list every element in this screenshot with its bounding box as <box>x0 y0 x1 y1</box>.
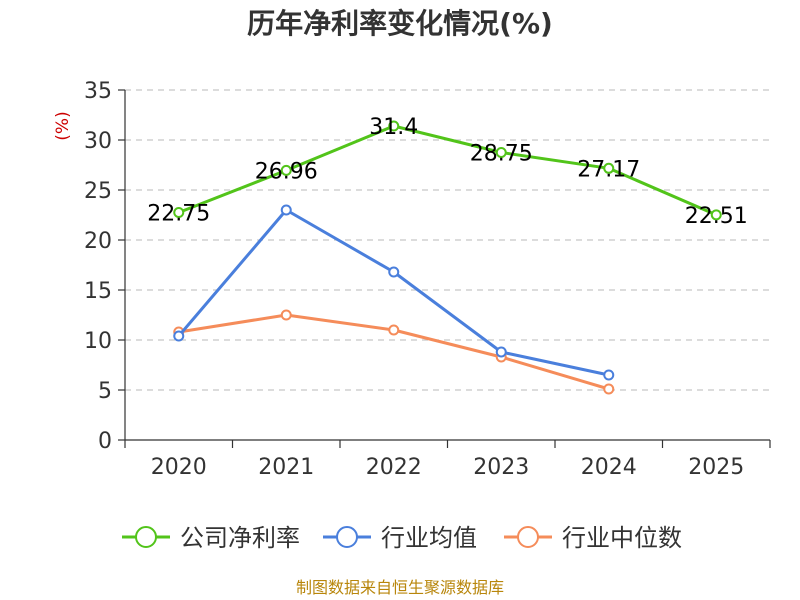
y-tick-label: 15 <box>84 279 112 304</box>
data-point <box>388 266 400 278</box>
data-point <box>495 346 507 358</box>
y-tick-label: 20 <box>84 229 112 254</box>
data-point <box>603 162 615 174</box>
x-tick-label: 2020 <box>151 455 207 480</box>
data-point <box>495 147 507 158</box>
series-line-1 <box>177 208 611 377</box>
y-tick-label: 30 <box>84 129 112 154</box>
data-label: 26.96 <box>255 159 318 184</box>
x-tick-label: 2025 <box>688 455 744 480</box>
data-point <box>603 369 615 381</box>
y-tick-label: 25 <box>84 179 112 204</box>
legend-label: 行业中位数 <box>562 524 682 552</box>
y-axis-label: (%) <box>53 111 73 140</box>
data-point <box>388 120 400 132</box>
legend-marker <box>517 526 539 548</box>
y-tick-label: 0 <box>98 429 112 454</box>
data-point <box>603 383 615 395</box>
data-point <box>710 209 722 221</box>
legend-marker <box>135 526 157 548</box>
y-tick-label: 10 <box>84 329 112 354</box>
legend-marker <box>336 526 358 548</box>
data-point <box>388 324 400 336</box>
x-tick-label: 2022 <box>366 455 422 480</box>
legend-label: 行业均值 <box>381 524 477 552</box>
x-tick-label: 2023 <box>473 455 529 480</box>
data-point <box>173 330 185 342</box>
data-label: 27.17 <box>577 157 640 182</box>
data-label: 22.75 <box>147 202 210 227</box>
x-tick-label: 2024 <box>581 455 637 480</box>
y-tick-label: 5 <box>98 379 112 404</box>
source-note: 制图数据来自恒生聚源数据库 <box>296 578 504 597</box>
legend-label: 公司净利率 <box>180 524 300 552</box>
data-label: 28.75 <box>470 142 533 167</box>
data-label: 22.51 <box>685 204 748 229</box>
chart-title: 历年净利率变化情况(%) <box>247 7 553 40</box>
series-line-0 <box>177 124 718 217</box>
data-point <box>280 309 292 321</box>
data-label: 31.4 <box>369 115 418 140</box>
data-point <box>280 164 292 176</box>
y-tick-label: 35 <box>84 79 112 104</box>
data-point <box>280 204 292 216</box>
x-tick-label: 2021 <box>258 455 314 480</box>
data-point <box>173 207 185 218</box>
